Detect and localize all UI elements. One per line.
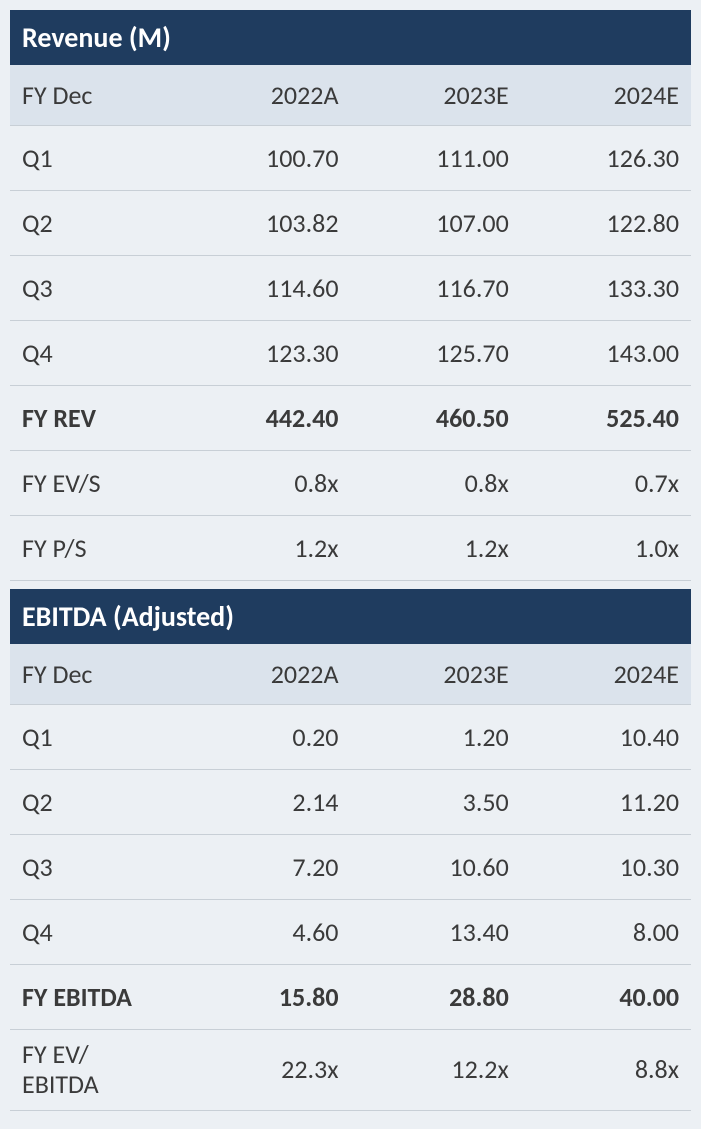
table-row-total: FY REV 442.40 460.50 525.40 [10,386,691,451]
revenue-section-title: Revenue (M) [10,10,691,65]
cell-value: 100.70 [180,126,350,191]
row-label: Q3 [10,256,180,321]
cell-value: 122.80 [521,191,691,256]
row-label: FY EV/S [10,451,180,516]
row-label: FY REV [10,386,180,451]
table-row: FY EV/S 0.8x 0.8x 0.7x [10,451,691,516]
row-label: FY P/S [10,516,180,581]
cell-value: 28.80 [351,965,521,1030]
revenue-table: Revenue (M) FY Dec 2022A 2023E 2024E Q1 … [10,10,691,581]
table-row: FY EV/EBITDA 22.3x 12.2x 8.8x [10,1030,691,1111]
col-year-1: 2022A [180,644,350,705]
cell-value: 125.70 [351,321,521,386]
table-row: Q3 7.20 10.60 10.30 [10,835,691,900]
cell-value: 10.60 [351,835,521,900]
cell-value: 114.60 [180,256,350,321]
cell-value: 103.82 [180,191,350,256]
table-row-total: FY EBITDA 15.80 28.80 40.00 [10,965,691,1030]
cell-value: 12.2x [351,1030,521,1111]
cell-value: 7.20 [180,835,350,900]
row-label: FY EV/EBITDA [10,1030,180,1111]
cell-value: 15.80 [180,965,350,1030]
cell-value: 525.40 [521,386,691,451]
cell-value: 460.50 [351,386,521,451]
cell-value: 126.30 [521,126,691,191]
table-row: Q3 114.60 116.70 133.30 [10,256,691,321]
col-label: FY Dec [10,65,180,126]
table-row: Q2 2.14 3.50 11.20 [10,770,691,835]
row-label: Q1 [10,126,180,191]
table-row: FY P/S 1.2x 1.2x 1.0x [10,516,691,581]
cell-value: 3.50 [351,770,521,835]
col-year-3: 2024E [521,65,691,126]
table-row: Q1 0.20 1.20 10.40 [10,705,691,770]
cell-value: 107.00 [351,191,521,256]
col-year-3: 2024E [521,644,691,705]
row-label: FY EBITDA [10,965,180,1030]
table-row: Q4 123.30 125.70 143.00 [10,321,691,386]
col-year-2: 2023E [351,65,521,126]
row-label: Q4 [10,900,180,965]
section-header-row: EBITDA (Adjusted) [10,589,691,644]
col-year-2: 2023E [351,644,521,705]
ebitda-table-container: EBITDA (Adjusted) FY Dec 2022A 2023E 202… [10,589,691,1111]
cell-value: 123.30 [180,321,350,386]
table-row: Q2 103.82 107.00 122.80 [10,191,691,256]
cell-value: 10.30 [521,835,691,900]
cell-value: 442.40 [180,386,350,451]
cell-value: 143.00 [521,321,691,386]
cell-value: 11.20 [521,770,691,835]
row-label: Q1 [10,705,180,770]
revenue-column-header-row: FY Dec 2022A 2023E 2024E [10,65,691,126]
row-label: Q4 [10,321,180,386]
cell-value: 0.8x [351,451,521,516]
ebitda-section-title: EBITDA (Adjusted) [10,589,691,644]
cell-value: 8.8x [521,1030,691,1111]
ebitda-column-header-row: FY Dec 2022A 2023E 2024E [10,644,691,705]
cell-value: 1.2x [351,516,521,581]
cell-value: 8.00 [521,900,691,965]
cell-value: 40.00 [521,965,691,1030]
cell-value: 1.2x [180,516,350,581]
col-label: FY Dec [10,644,180,705]
cell-value: 0.8x [180,451,350,516]
cell-value: 4.60 [180,900,350,965]
cell-value: 1.20 [351,705,521,770]
cell-value: 133.30 [521,256,691,321]
row-label: Q3 [10,835,180,900]
cell-value: 2.14 [180,770,350,835]
table-row: Q1 100.70 111.00 126.30 [10,126,691,191]
revenue-table-container: Revenue (M) FY Dec 2022A 2023E 2024E Q1 … [10,10,691,581]
section-header-row: Revenue (M) [10,10,691,65]
col-year-1: 2022A [180,65,350,126]
cell-value: 0.7x [521,451,691,516]
cell-value: 0.20 [180,705,350,770]
row-label: Q2 [10,191,180,256]
cell-value: 10.40 [521,705,691,770]
cell-value: 13.40 [351,900,521,965]
cell-value: 22.3x [180,1030,350,1111]
cell-value: 111.00 [351,126,521,191]
cell-value: 1.0x [521,516,691,581]
cell-value: 116.70 [351,256,521,321]
ebitda-table: EBITDA (Adjusted) FY Dec 2022A 2023E 202… [10,589,691,1111]
row-label: Q2 [10,770,180,835]
table-row: Q4 4.60 13.40 8.00 [10,900,691,965]
